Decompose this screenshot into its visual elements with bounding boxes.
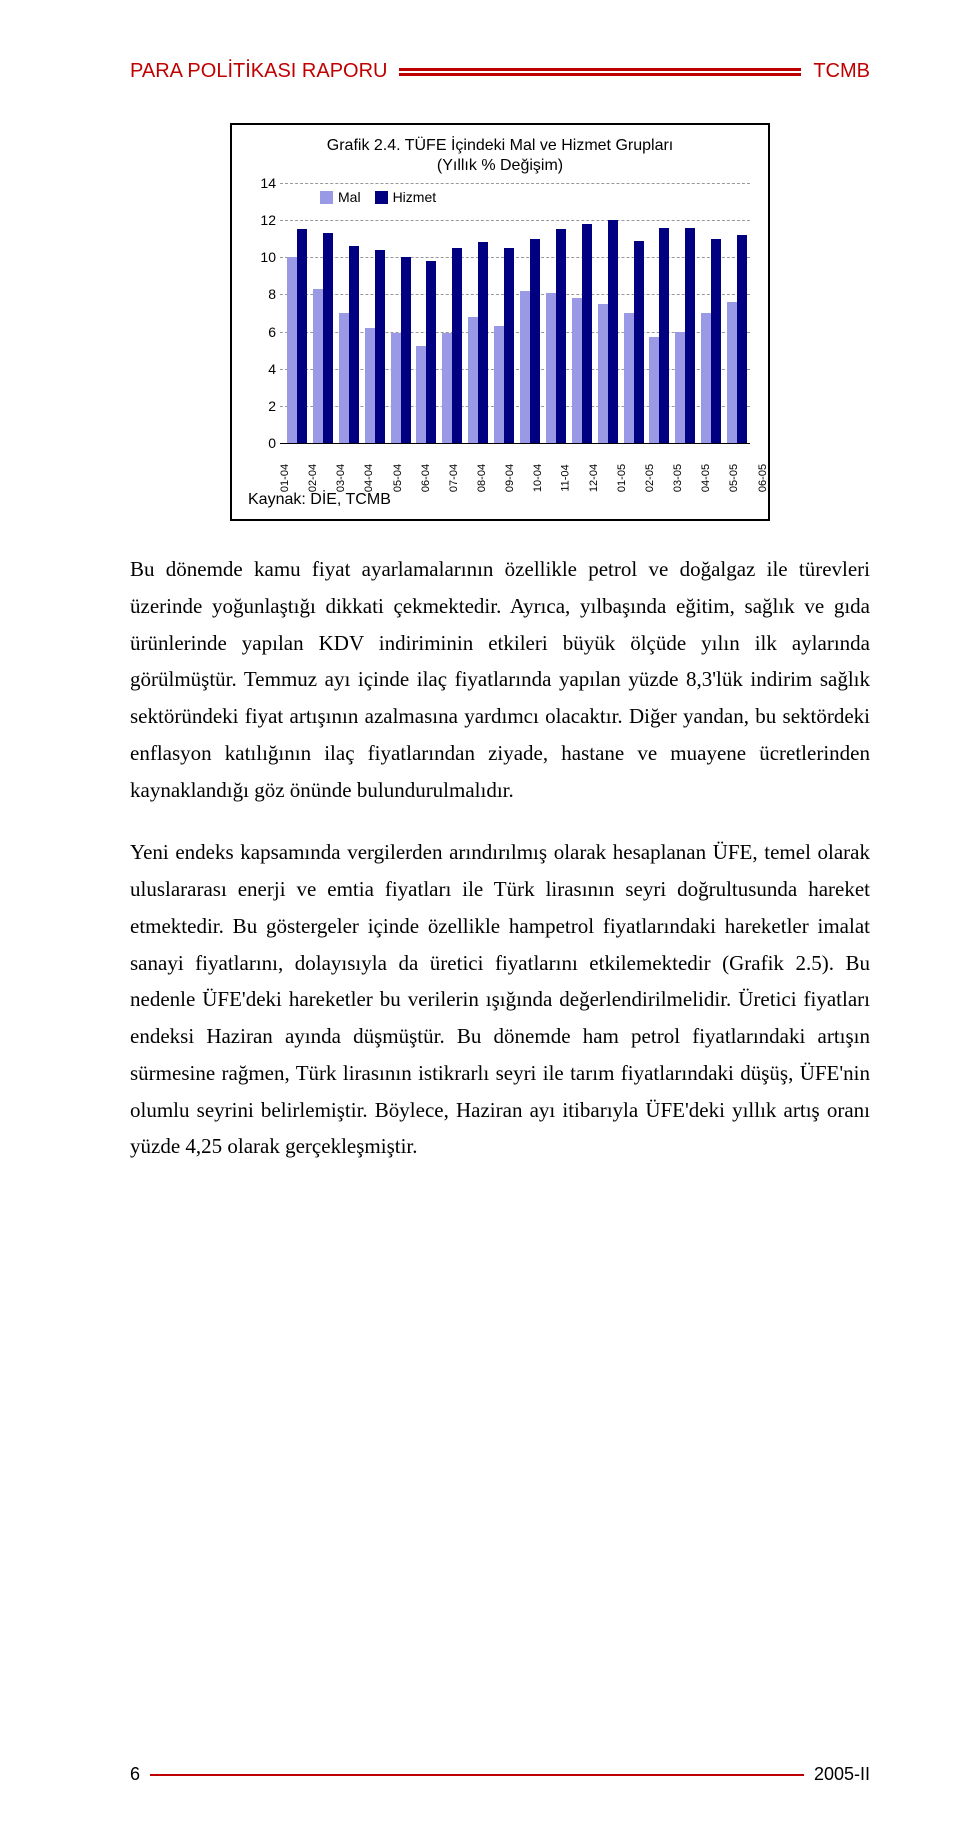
bar	[737, 235, 747, 443]
bar	[624, 313, 634, 443]
bar	[416, 346, 426, 443]
bar-group	[621, 241, 647, 443]
y-tick-label: 0	[250, 435, 276, 451]
bar-group	[646, 228, 672, 443]
body-paragraph-1: Bu dönemde kamu fiyat ayarlamalarının öz…	[130, 551, 870, 808]
bar-group	[672, 228, 698, 443]
bar	[375, 250, 385, 443]
bar	[494, 326, 504, 443]
page-footer: 6 2005-II	[130, 1764, 870, 1785]
chart-source: Kaynak: DİE, TCMB	[248, 491, 752, 509]
bar-group	[362, 250, 388, 443]
bar-group	[336, 246, 362, 443]
chart-title: Grafik 2.4. TÜFE İçindeki Mal ve Hizmet …	[248, 137, 752, 155]
bar-group	[569, 224, 595, 443]
bar	[426, 261, 436, 443]
bar	[649, 337, 659, 443]
header-left-title: PARA POLİTİKASI RAPORU	[130, 60, 387, 83]
bar	[530, 239, 540, 443]
bar	[349, 246, 359, 443]
page-header: PARA POLİTİKASI RAPORU TCMB	[130, 60, 870, 83]
bar	[401, 257, 411, 443]
chart-x-labels: 01-0402-0403-0404-0405-0406-0407-0408-04…	[280, 445, 750, 483]
y-tick-label: 8	[250, 286, 276, 302]
bar	[442, 333, 452, 443]
bar	[468, 317, 478, 443]
x-tick-label: 06-05	[757, 464, 795, 492]
y-tick-label: 10	[250, 249, 276, 265]
bar	[287, 257, 297, 443]
bar	[478, 242, 488, 443]
chart-bars	[280, 183, 750, 443]
bar	[520, 291, 530, 443]
bar	[727, 302, 737, 443]
bar	[582, 224, 592, 443]
bar	[365, 328, 375, 443]
bar	[452, 248, 462, 443]
bar-group	[413, 261, 439, 443]
bar	[546, 293, 556, 443]
bar	[634, 241, 644, 443]
bar	[313, 289, 323, 443]
y-tick-label: 12	[250, 212, 276, 228]
bar-group	[465, 242, 491, 443]
bar	[608, 220, 618, 443]
chart-subtitle: (Yıllık % Değişim)	[248, 157, 752, 175]
bar	[556, 229, 566, 443]
bar	[339, 313, 349, 443]
bar-group	[284, 229, 310, 443]
bar-group	[543, 229, 569, 443]
bar	[701, 313, 711, 443]
bar	[675, 332, 685, 443]
bar	[659, 228, 669, 443]
y-tick-label: 6	[250, 324, 276, 340]
y-tick-label: 2	[250, 398, 276, 414]
bar-group	[388, 257, 414, 443]
body-paragraph-2: Yeni endeks kapsamında vergilerden arınd…	[130, 834, 870, 1165]
chart-plot-area: Mal Hizmet 02468101214 01-0402-0403-0404…	[250, 183, 750, 483]
bar-group	[491, 248, 517, 443]
bar-group	[698, 239, 724, 443]
y-tick-label: 14	[250, 175, 276, 191]
bar	[504, 248, 514, 443]
bar-group	[724, 235, 750, 443]
bar	[297, 229, 307, 443]
bar	[685, 228, 695, 443]
bar-group	[595, 220, 621, 443]
bar	[572, 298, 582, 443]
footer-divider	[150, 1774, 804, 1776]
page-number: 6	[130, 1764, 140, 1785]
bar-group	[310, 233, 336, 443]
issue-label: 2005-II	[814, 1764, 870, 1785]
y-tick-label: 4	[250, 361, 276, 377]
chart-container: Grafik 2.4. TÜFE İçindeki Mal ve Hizmet …	[230, 123, 770, 521]
header-divider	[399, 68, 801, 76]
bar	[711, 239, 721, 443]
bar	[323, 233, 333, 443]
bar	[598, 304, 608, 443]
gridline	[280, 443, 750, 444]
header-right-brand: TCMB	[813, 60, 870, 83]
bar-group	[517, 239, 543, 443]
bar	[391, 333, 401, 443]
bar-group	[439, 248, 465, 443]
